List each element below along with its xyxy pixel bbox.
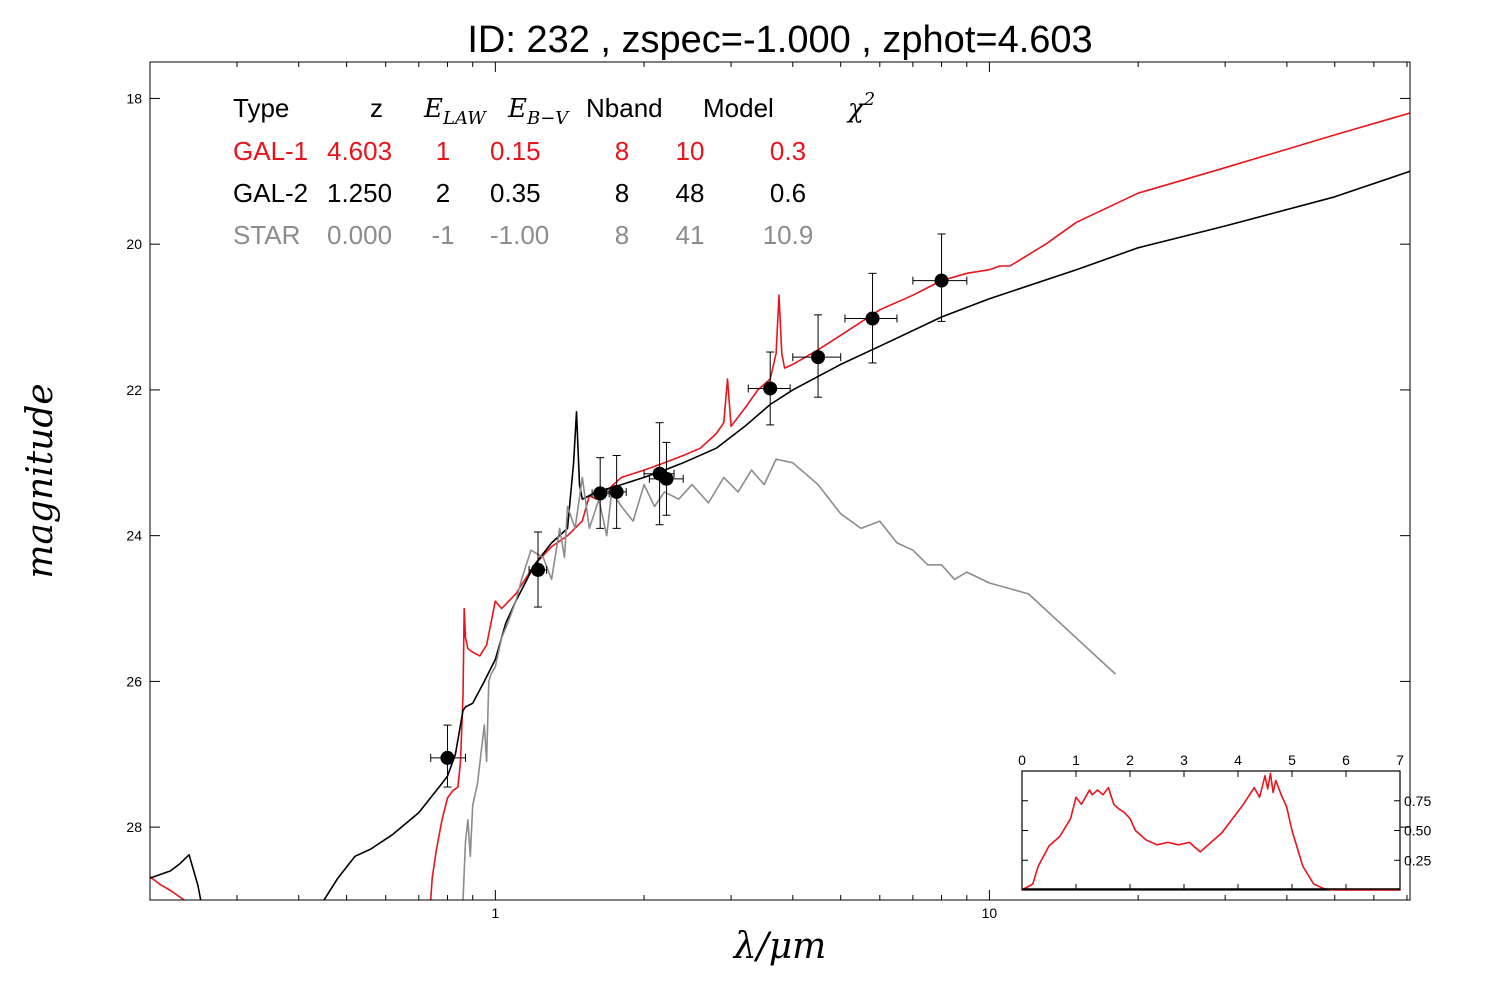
table-header: ELAW	[423, 94, 487, 129]
table-header: z	[370, 93, 383, 123]
inset-pdf-line	[1021, 772, 1400, 891]
table-header: Model	[703, 93, 774, 123]
table-cell: 10.9	[763, 220, 814, 250]
table-header: χ2	[846, 89, 875, 124]
inset-y-tick-label: 0.25	[1404, 852, 1431, 868]
table-header: Nband	[586, 93, 663, 123]
y-tick-label: 18	[126, 90, 142, 106]
plot-frame	[149, 61, 1411, 901]
table-cell: STAR	[233, 220, 300, 250]
inset-x-tick-label: 3	[1180, 752, 1188, 768]
inset-x-tick-label: 2	[1126, 752, 1134, 768]
y-tick-label: 24	[126, 528, 142, 544]
table-cell: 41	[676, 220, 705, 250]
data-point	[440, 750, 455, 765]
table-cell: -1	[431, 220, 454, 250]
table-cell: 0.000	[327, 220, 392, 250]
table-cell: 0.3	[770, 136, 806, 166]
inset-x-tick-label: 1	[1072, 752, 1080, 768]
table-cell: 0.15	[490, 136, 541, 166]
table-cell: 0.35	[490, 178, 541, 208]
table-cell: 0.6	[770, 178, 806, 208]
data-point	[609, 484, 624, 499]
series-line-gal-2	[150, 170, 1410, 900]
table-cell: 8	[615, 220, 629, 250]
table-cell: -1.00	[490, 220, 549, 250]
y-tick-label: 22	[126, 382, 142, 398]
inset-y-tick-label: 0.75	[1404, 793, 1431, 809]
inset-x-tick-label: 7	[1396, 752, 1404, 768]
table-cell: 48	[676, 178, 705, 208]
table-cell: 8	[615, 136, 629, 166]
table-cell: 10	[676, 136, 705, 166]
inset-x-tick-label: 6	[1342, 752, 1350, 768]
x-minor-ticks	[236, 62, 1408, 900]
data-point	[934, 273, 949, 288]
table-cell: 1.250	[327, 178, 392, 208]
inset-frame	[1021, 770, 1401, 891]
table-header: Type	[233, 93, 289, 123]
y-tick-label: 26	[126, 673, 142, 689]
x-axis-label: λ/μm	[732, 926, 826, 967]
table-header: EB−V	[507, 94, 570, 129]
inset-redshift-pdf: 0 1 2 3 4 5 6 7 0.25 0.50 0.75	[1018, 752, 1431, 891]
table-cell: 1	[436, 136, 450, 166]
table-cell: 2	[436, 178, 450, 208]
y-axis-label: magnitude	[20, 383, 61, 578]
table-cell: GAL-1	[233, 136, 308, 166]
inset-x-tick-label: 5	[1288, 752, 1296, 768]
y-tick-label: 28	[126, 819, 142, 835]
data-point	[659, 471, 674, 486]
data-point	[865, 311, 880, 326]
data-point	[811, 350, 826, 365]
data-point	[763, 381, 778, 396]
fit-table: Type z ELAW EB−V Nband Model χ2 GAL-1 4.603 1 0.15…	[233, 89, 875, 250]
x-tick-label: 10	[982, 905, 998, 921]
table-cell: 4.603	[327, 136, 392, 166]
observations	[430, 233, 968, 788]
table-cell: GAL-2	[233, 178, 308, 208]
y-tick-label: 20	[126, 236, 142, 252]
inset-x-tick-label: 4	[1234, 752, 1242, 768]
table-cell: 8	[615, 178, 629, 208]
data-point	[593, 486, 608, 501]
data-point	[531, 562, 546, 577]
inset-x-tick-label: 0	[1018, 752, 1026, 768]
inset-y-tick-label: 0.50	[1404, 823, 1431, 839]
x-tick-label: 1	[491, 905, 499, 921]
chart-title: ID: 232 , zspec=-1.000 , zphot=4.603	[467, 19, 1092, 61]
series-line-star	[462, 458, 1117, 900]
